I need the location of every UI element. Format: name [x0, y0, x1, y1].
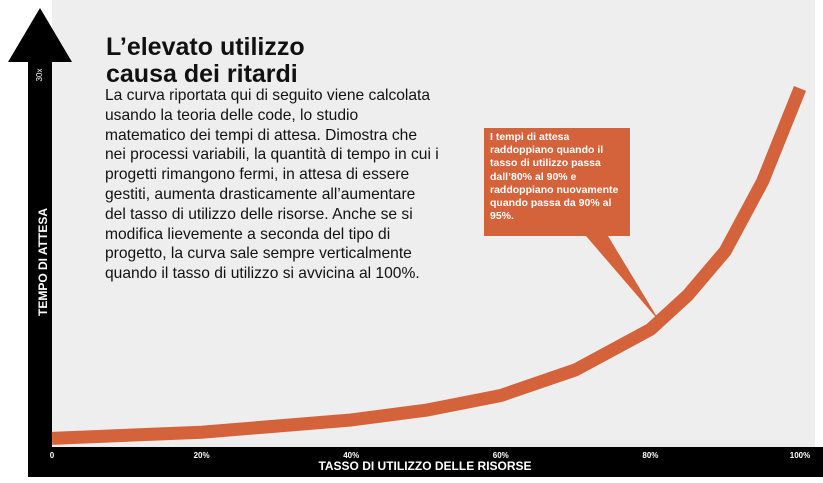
y-axis-label: TEMPO DI ATTESA [36, 208, 50, 316]
x-tick-label: 100% [790, 451, 810, 460]
description: La curva riportata qui di seguito viene … [105, 87, 439, 283]
x-axis-label: TASSO DI UTILIZZO DELLE RISORSE [318, 459, 531, 473]
x-tick-label: 20% [194, 451, 210, 460]
x-tick-label: 0 [50, 451, 55, 460]
y-tick-label: 30x [35, 69, 44, 82]
x-axis-band [28, 447, 823, 477]
x-tick-label: 80% [642, 451, 658, 460]
curve [51, 86, 807, 445]
x-tick-label: 60% [493, 451, 509, 460]
x-tick-label: 40% [343, 451, 359, 460]
plot-background [52, 0, 815, 447]
chart-title: L’elevato utilizzo causa dei ritardi [106, 33, 305, 88]
annotation: I tempi di attesa raddoppiano quando il … [490, 131, 619, 223]
y-axis-bar [28, 60, 52, 477]
y-axis-arrow [8, 8, 72, 62]
callout-box [484, 128, 660, 322]
